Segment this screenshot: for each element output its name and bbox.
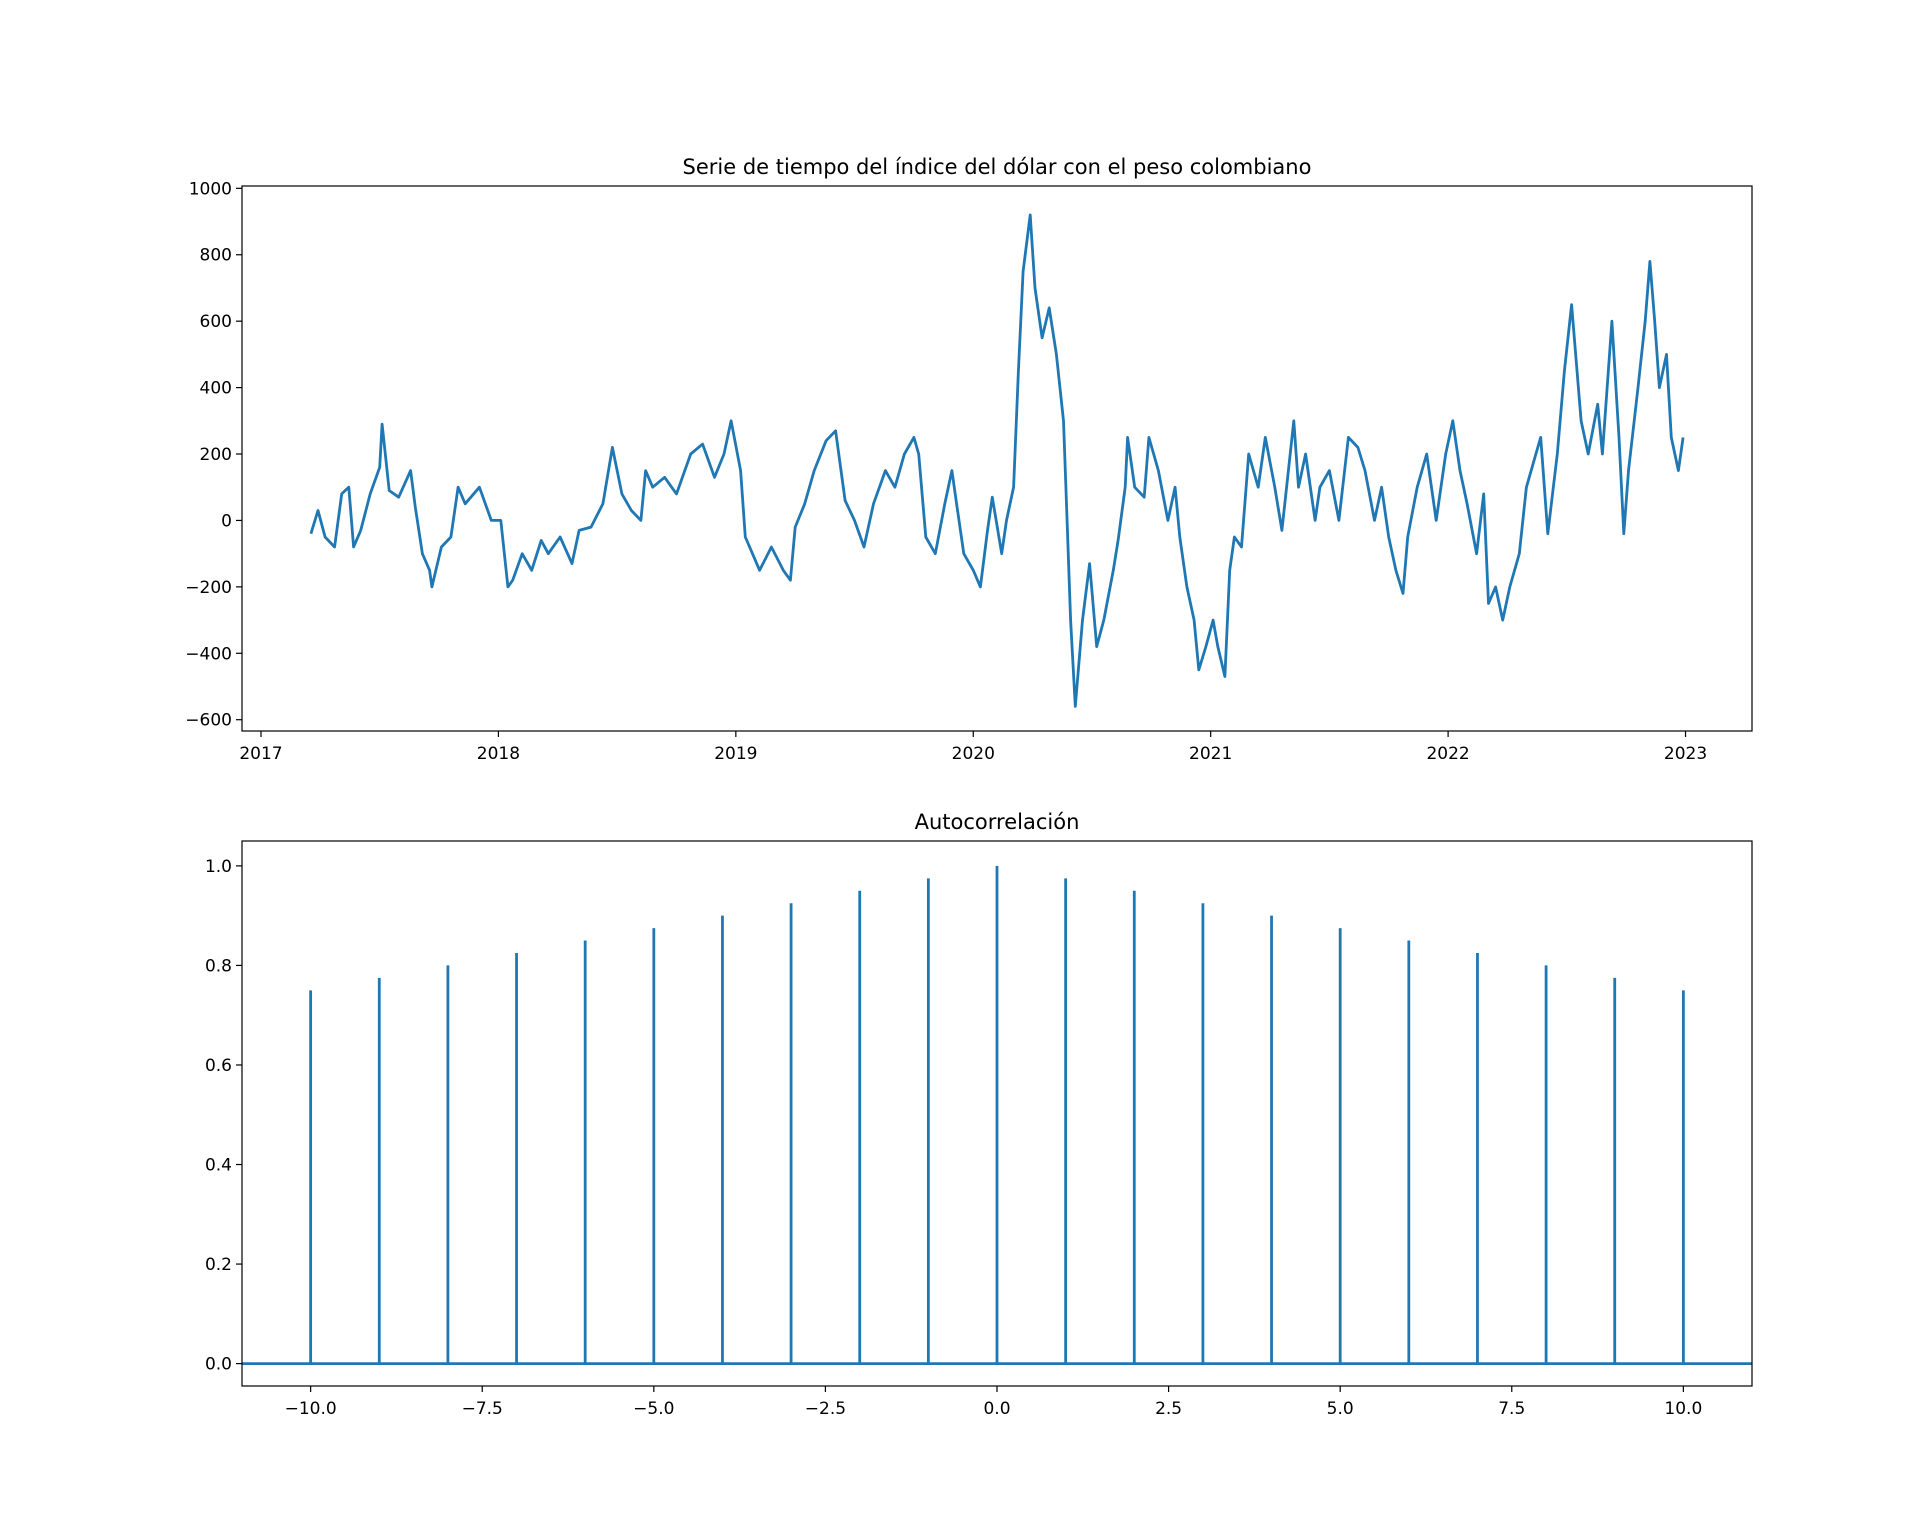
x-tick-label: −5.0 (633, 1399, 674, 1419)
x-tick-label: 2021 (1189, 744, 1232, 764)
x-tick-label: 5.0 (1327, 1399, 1354, 1419)
x-tick-label: −10.0 (285, 1399, 337, 1419)
y-tick-label: −600 (185, 711, 232, 731)
y-tick-label: 0.8 (205, 956, 232, 976)
x-tick-label: 2019 (714, 744, 757, 764)
y-tick-label: −400 (185, 644, 232, 664)
chart-title: Serie de tiempo del índice del dólar con… (683, 155, 1312, 179)
y-tick-label: 0.0 (205, 1355, 232, 1375)
y-tick-label: 0.4 (205, 1156, 232, 1176)
y-tick-label: −200 (185, 578, 232, 598)
y-tick-label: 0.2 (205, 1255, 232, 1275)
x-tick-label: 2022 (1426, 744, 1469, 764)
x-tick-label: 2020 (952, 744, 995, 764)
y-tick-label: 1.0 (205, 857, 232, 877)
y-tick-label: 0.6 (205, 1056, 232, 1076)
x-tick-label: −2.5 (805, 1399, 846, 1419)
x-tick-label: 0.0 (983, 1399, 1010, 1419)
x-tick-label: −7.5 (462, 1399, 503, 1419)
x-tick-label: 7.5 (1498, 1399, 1525, 1419)
y-tick-label: 200 (200, 445, 232, 465)
chart-title: Autocorrelación (915, 810, 1080, 834)
x-tick-label: 2017 (239, 744, 282, 764)
plot-frame (241, 185, 1753, 732)
y-tick-label: 1000 (189, 179, 232, 199)
x-tick-label: 2018 (477, 744, 520, 764)
y-tick-label: 400 (200, 379, 232, 399)
x-tick-label: 10.0 (1664, 1399, 1702, 1419)
x-tick-label: 2023 (1664, 744, 1707, 764)
plot-frame (241, 840, 1753, 1387)
series-line (309, 213, 1685, 708)
y-tick-label: 0 (221, 511, 232, 531)
x-tick-label: 2.5 (1155, 1399, 1182, 1419)
y-tick-label: 600 (200, 312, 232, 332)
y-tick-label: 800 (200, 246, 232, 266)
